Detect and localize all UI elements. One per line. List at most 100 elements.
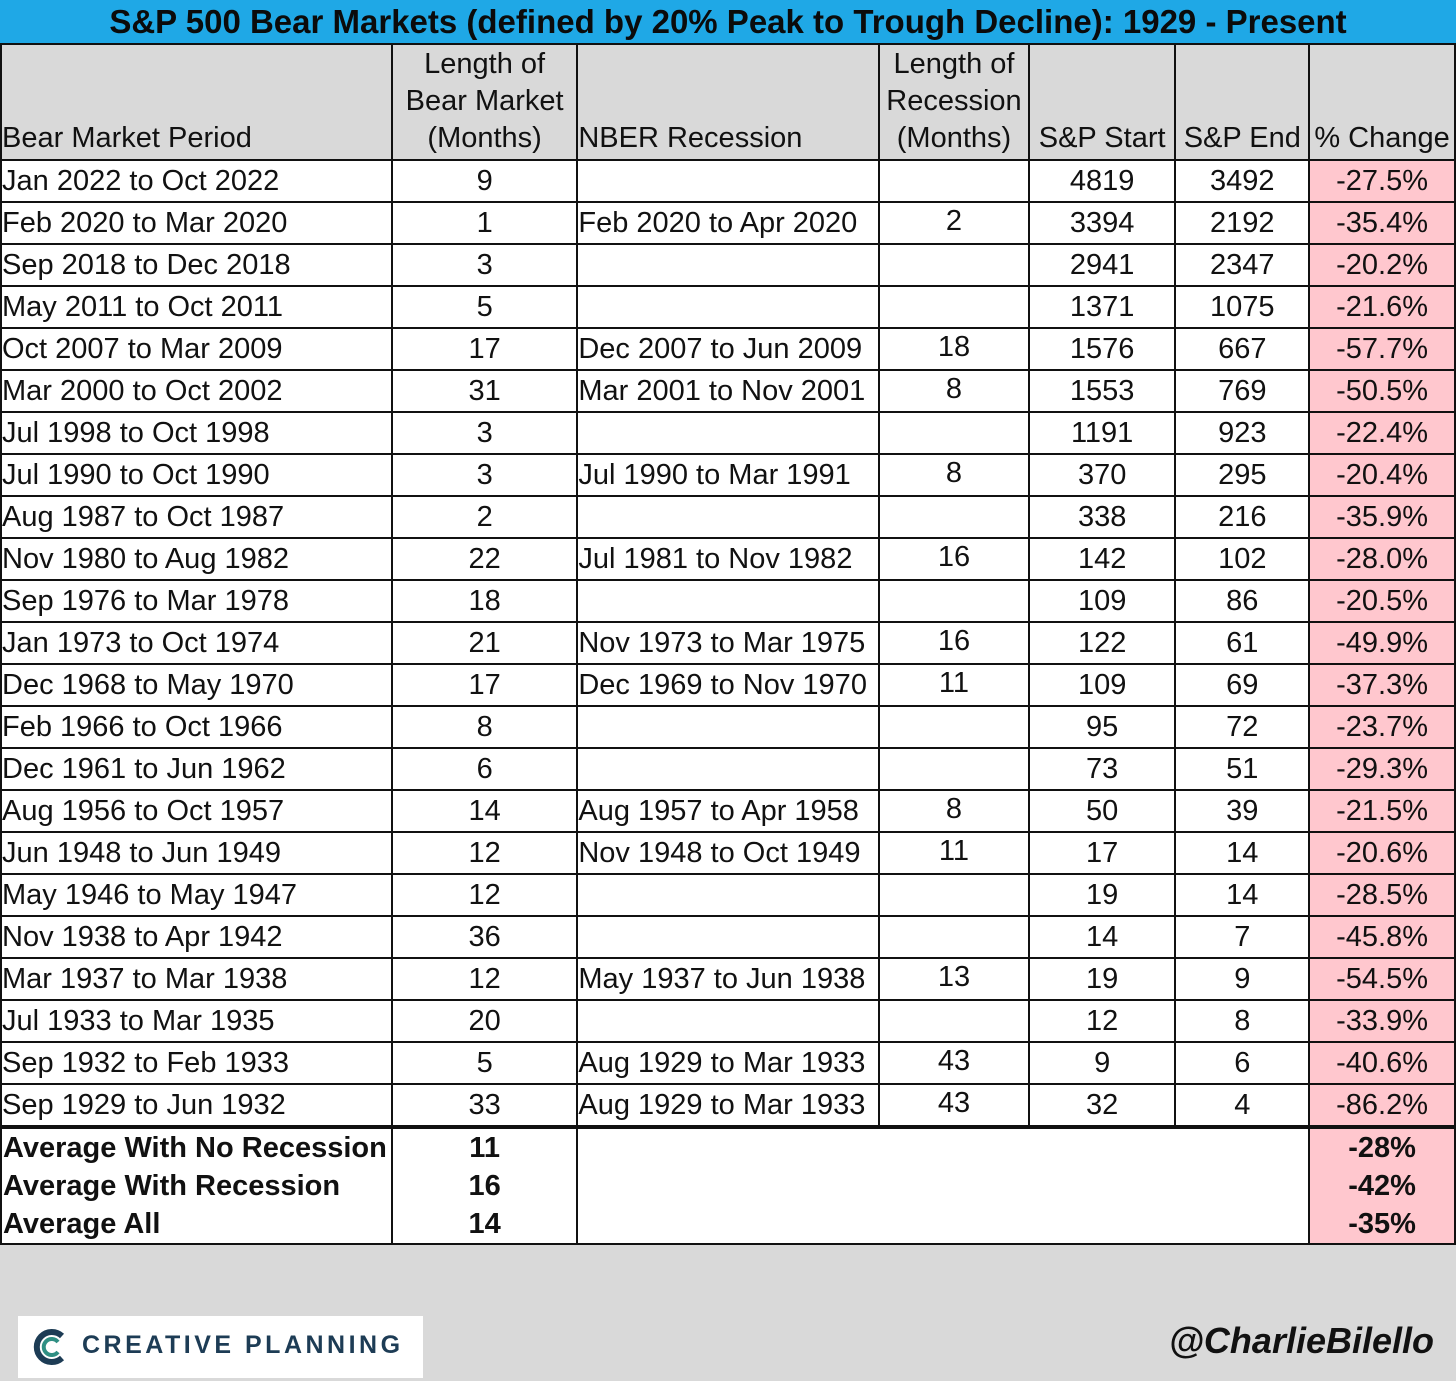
cell-sp-start: 109 <box>1027 663 1177 707</box>
cell-sp-start: 32 <box>1027 1083 1177 1128</box>
average-row: Average With Recession 16 -42% <box>0 1167 1456 1205</box>
cell-pct-change: -28.0% <box>1308 537 1456 581</box>
cell-length: 31 <box>390 369 579 413</box>
table-row: Dec 1961 to Jun 1962 6 73 51 -29.3% <box>0 747 1456 791</box>
header-line: Length of <box>424 48 546 80</box>
cell-sp-start: 1371 <box>1027 285 1177 329</box>
cell-nber <box>576 243 881 287</box>
cell-pct-change: -35.4% <box>1308 201 1456 245</box>
cell-nber: Jul 1990 to Mar 1991 <box>576 453 881 497</box>
cell-nber: Jul 1981 to Nov 1982 <box>576 537 881 581</box>
cell-sp-end: 3492 <box>1174 159 1311 203</box>
cell-rec-length: 43 <box>878 1083 1030 1128</box>
cell-rec-length: 43 <box>878 1041 1030 1085</box>
cell-length: 17 <box>390 327 579 371</box>
table-row: Jul 1933 to Mar 1935 20 12 8 -33.9% <box>0 999 1456 1043</box>
cell-sp-start: 19 <box>1027 873 1177 917</box>
cell-rec-length <box>878 495 1030 539</box>
table-row: Jan 2022 to Oct 2022 9 4819 3492 -27.5% <box>0 159 1456 203</box>
cell-nber <box>576 579 881 623</box>
table-row: Sep 2018 to Dec 2018 3 2941 2347 -20.2% <box>0 243 1456 287</box>
average-row: Average With No Recession 11 -28% <box>0 1125 1456 1245</box>
cell-nber <box>576 999 881 1043</box>
cell-pct-change: -21.6% <box>1308 285 1456 329</box>
cell-pct-change: -45.8% <box>1308 915 1456 959</box>
average-length: 14 <box>390 1205 579 1245</box>
cell-rec-length: 13 <box>878 957 1030 1001</box>
table-row: Nov 1938 to Apr 1942 36 14 7 -45.8% <box>0 915 1456 959</box>
header-sp-end: S&P End <box>1174 43 1311 161</box>
cell-sp-end: 4 <box>1174 1083 1311 1128</box>
cell-nber: Nov 1948 to Oct 1949 <box>576 831 881 875</box>
cell-nber <box>576 705 881 749</box>
cell-sp-start: 12 <box>1027 999 1177 1043</box>
cell-pct-change: -40.6% <box>1308 1041 1456 1085</box>
table-row: Oct 2007 to Mar 2009 17 Dec 2007 to Jun … <box>0 327 1456 371</box>
cell-sp-end: 72 <box>1174 705 1311 749</box>
cell-sp-end: 14 <box>1174 873 1311 917</box>
cell-length: 36 <box>390 915 579 959</box>
average-length: 11 <box>390 1125 579 1167</box>
cell-rec-length <box>878 159 1030 203</box>
cell-length: 12 <box>390 831 579 875</box>
cell-sp-end: 14 <box>1174 831 1311 875</box>
cell-length: 8 <box>390 705 579 749</box>
cell-pct-change: -22.4% <box>1308 411 1456 455</box>
cell-sp-start: 142 <box>1027 537 1177 581</box>
cell-period: Sep 2018 to Dec 2018 <box>0 243 393 287</box>
cell-period: May 1946 to May 1947 <box>0 873 393 917</box>
cell-period: Mar 2000 to Oct 2002 <box>0 369 393 413</box>
cell-sp-start: 73 <box>1027 747 1177 791</box>
header-bear-market-period: Bear Market Period <box>0 43 393 161</box>
cell-rec-length <box>878 243 1030 287</box>
cell-rec-length <box>878 411 1030 455</box>
creative-planning-logo-icon <box>33 1329 65 1365</box>
cell-period: Aug 1987 to Oct 1987 <box>0 495 393 539</box>
cell-sp-start: 14 <box>1027 915 1177 959</box>
cell-nber <box>576 285 881 329</box>
header-length-bear-market: Length of Bear Market (Months) <box>390 43 579 161</box>
cell-nber <box>576 873 881 917</box>
cell-pct-change: -20.4% <box>1308 453 1456 497</box>
cell-nber <box>576 915 881 959</box>
cell-sp-end: 102 <box>1174 537 1311 581</box>
header-line: Length of <box>893 48 1015 80</box>
table-row: Feb 2020 to Mar 2020 1 Feb 2020 to Apr 2… <box>0 201 1456 245</box>
cell-sp-start: 1191 <box>1027 411 1177 455</box>
average-label: Average With Recession <box>0 1167 393 1205</box>
cell-pct-change: -28.5% <box>1308 873 1456 917</box>
cell-period: Jul 1990 to Oct 1990 <box>0 453 393 497</box>
average-row: Average All 14 -35% <box>0 1205 1456 1245</box>
header-line: Bear Market <box>405 85 564 117</box>
cell-sp-end: 1075 <box>1174 285 1311 329</box>
cell-nber: Feb 2020 to Apr 2020 <box>576 201 881 245</box>
cell-sp-start: 109 <box>1027 579 1177 623</box>
table-row: Jul 1990 to Oct 1990 3 Jul 1990 to Mar 1… <box>0 453 1456 497</box>
average-pct: -28% <box>1308 1125 1456 1167</box>
cell-nber <box>576 495 881 539</box>
cell-sp-end: 6 <box>1174 1041 1311 1085</box>
table-row: Jun 1948 to Jun 1949 12 Nov 1948 to Oct … <box>0 831 1456 875</box>
cell-period: Oct 2007 to Mar 2009 <box>0 327 393 371</box>
cell-sp-start: 3394 <box>1027 201 1177 245</box>
cell-sp-start: 1553 <box>1027 369 1177 413</box>
cell-length: 3 <box>390 411 579 455</box>
header-nber-recession: NBER Recession <box>576 43 881 161</box>
table-row: Sep 1929 to Jun 1932 33 Aug 1929 to Mar … <box>0 1083 1456 1128</box>
average-label: Average All <box>0 1205 393 1245</box>
cell-pct-change: -29.3% <box>1308 747 1456 791</box>
cell-rec-length: 8 <box>878 789 1030 833</box>
cell-rec-length <box>878 873 1030 917</box>
cell-sp-end: 8 <box>1174 999 1311 1043</box>
cell-length: 3 <box>390 243 579 287</box>
cell-period: Nov 1938 to Apr 1942 <box>0 915 393 959</box>
logo-text: CREATIVE PLANNING <box>82 1331 404 1359</box>
cell-rec-length: 11 <box>878 663 1030 707</box>
cell-sp-start: 370 <box>1027 453 1177 497</box>
average-length: 16 <box>390 1167 579 1205</box>
cell-period: Aug 1956 to Oct 1957 <box>0 789 393 833</box>
cell-sp-end: 216 <box>1174 495 1311 539</box>
cell-period: Jan 1973 to Oct 1974 <box>0 621 393 665</box>
cell-rec-length: 2 <box>878 201 1030 245</box>
cell-sp-start: 9 <box>1027 1041 1177 1085</box>
